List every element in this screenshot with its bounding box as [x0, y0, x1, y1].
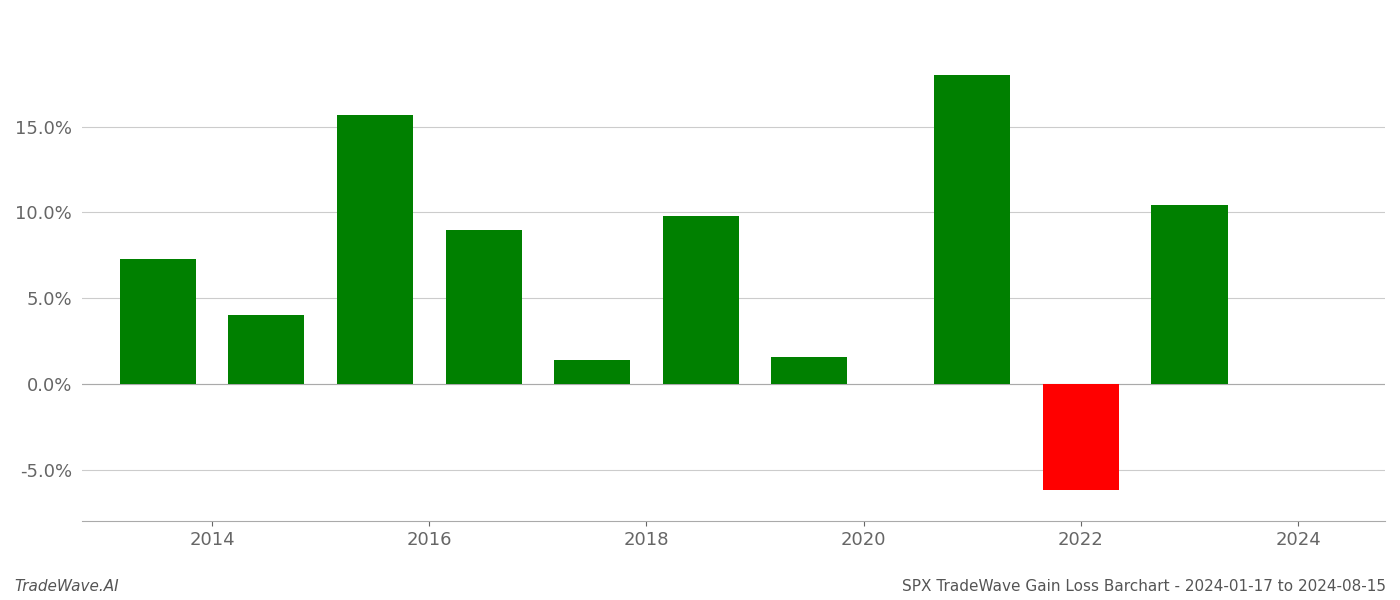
Bar: [662, 216, 739, 384]
Text: TradeWave.AI: TradeWave.AI: [14, 579, 119, 594]
Bar: [337, 115, 413, 384]
Bar: [771, 356, 847, 384]
Bar: [1151, 205, 1228, 384]
Text: SPX TradeWave Gain Loss Barchart - 2024-01-17 to 2024-08-15: SPX TradeWave Gain Loss Barchart - 2024-…: [902, 579, 1386, 594]
Bar: [228, 316, 304, 384]
Bar: [120, 259, 196, 384]
Bar: [445, 230, 522, 384]
Bar: [934, 75, 1011, 384]
Bar: [554, 360, 630, 384]
Bar: [1043, 384, 1119, 490]
